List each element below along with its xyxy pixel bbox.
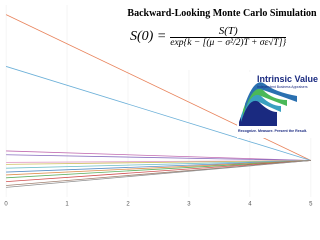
series-line <box>6 154 311 161</box>
logo-subtitle: Independent Business Appraisers <box>257 85 308 89</box>
x-tick-label: 4 <box>248 202 252 208</box>
series-line <box>6 160 311 183</box>
x-tick-label: 5 <box>309 202 313 208</box>
numerator: S(T) <box>170 25 287 38</box>
chart: 0 1 2 3 4 5 <box>4 5 313 208</box>
formula-lhs: S(0) = <box>130 28 167 44</box>
logo: Intrinsic Value Independent Business App… <box>237 72 318 138</box>
chart-title: Backward-Looking Monte Carlo Simulation <box>127 8 317 19</box>
x-tick-label: 2 <box>126 202 130 208</box>
logo-graphic <box>239 82 297 126</box>
logo-name: Intrinsic Value <box>257 74 319 84</box>
title-box: Backward-Looking Monte Carlo Simulation … <box>126 4 318 70</box>
formula: S(0) = S(T) exp{k − [(μ − σ²/2)T + σε√T]… <box>130 25 318 48</box>
series-line <box>6 160 311 169</box>
denominator: exp{k − [(μ − σ²/2)T + σε√T]} <box>170 38 287 48</box>
series-line <box>6 160 311 176</box>
series-line <box>6 160 311 188</box>
series-line <box>6 150 311 161</box>
series-line <box>5 66 311 161</box>
series-line <box>6 160 311 165</box>
page: 0 1 2 3 4 5 Backward-Looking Monte Carlo Simu… <box>4 4 318 208</box>
series-line <box>6 160 311 179</box>
fraction: S(T) exp{k − [(μ − σ²/2)T + σε√T]} <box>170 25 287 48</box>
x-tick-label: 0 <box>4 202 8 208</box>
x-tick-label: 3 <box>187 202 191 208</box>
logo-tagline: Recognize. Measure. Present the Result. <box>238 129 308 133</box>
series-line <box>6 160 311 173</box>
x-tick-label: 1 <box>65 202 69 208</box>
